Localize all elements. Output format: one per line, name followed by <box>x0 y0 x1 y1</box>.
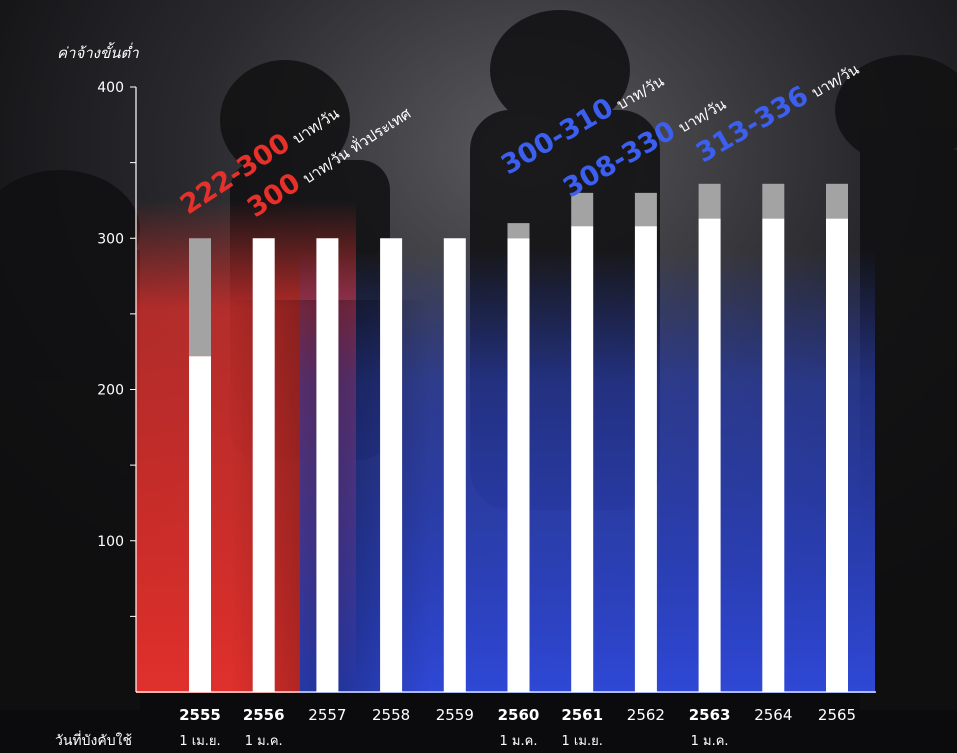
bar-range-2561 <box>571 192 594 227</box>
bar-range-2564 <box>762 183 785 219</box>
x-axis: 2555 1 เม.ย. 2556 1 ม.ค. 2557 2558 2559 2560 1 ม… <box>179 706 856 749</box>
bar-min-2555 <box>189 356 211 692</box>
x-tick-label-2565: 2565 <box>818 706 856 724</box>
x-tick-label-2561: 2561 <box>561 706 603 724</box>
effective-date-2560: 1 ม.ค. <box>500 734 538 749</box>
x-tick-label-2556: 2556 <box>243 706 285 724</box>
y-tick-label: 300 <box>97 231 124 247</box>
bar-min-2565 <box>826 218 848 692</box>
bar-range-2563 <box>698 183 721 219</box>
bar-min-2557 <box>316 238 339 692</box>
y-axis-label: ค่าจ้างขั้นต่ำ <box>57 42 139 62</box>
bar-min-2559 <box>443 238 466 692</box>
bar-min-2563 <box>698 218 721 692</box>
bar-range-2562 <box>634 192 657 227</box>
x-tick-label-2559: 2559 <box>436 706 474 724</box>
x-tick-label-2558: 2558 <box>372 706 410 724</box>
bar-min-2560 <box>507 238 530 692</box>
x-tick-label-2555: 2555 <box>179 706 221 724</box>
bar-min-2561 <box>571 226 594 692</box>
bar-min-2558 <box>380 238 403 692</box>
bar-min-2562 <box>634 226 657 692</box>
bar-min-2556 <box>252 238 275 692</box>
bars <box>189 183 848 692</box>
bar-min-2564 <box>762 218 785 692</box>
x-axis-caption: วันที่บังคับใช้ <box>55 731 132 749</box>
x-tick-label-2563: 2563 <box>689 706 731 724</box>
effective-date-2555: 1 เม.ย. <box>179 734 220 749</box>
bar-range-2560 <box>507 223 530 239</box>
x-tick-label-2562: 2562 <box>627 706 665 724</box>
y-tick-label: 400 <box>97 80 124 96</box>
effective-date-2556: 1 ม.ค. <box>245 734 283 749</box>
bar-range-2565 <box>826 183 848 219</box>
bar-range-2555 <box>189 238 211 357</box>
x-tick-label-2560: 2560 <box>498 706 540 724</box>
x-tick-label-2557: 2557 <box>308 706 346 724</box>
y-tick-label: 100 <box>97 534 124 550</box>
effective-date-2563: 1 ม.ค. <box>691 734 729 749</box>
x-tick-label-2564: 2564 <box>754 706 792 724</box>
y-tick-label: 200 <box>97 383 124 399</box>
effective-date-2561: 1 เม.ย. <box>562 734 603 749</box>
